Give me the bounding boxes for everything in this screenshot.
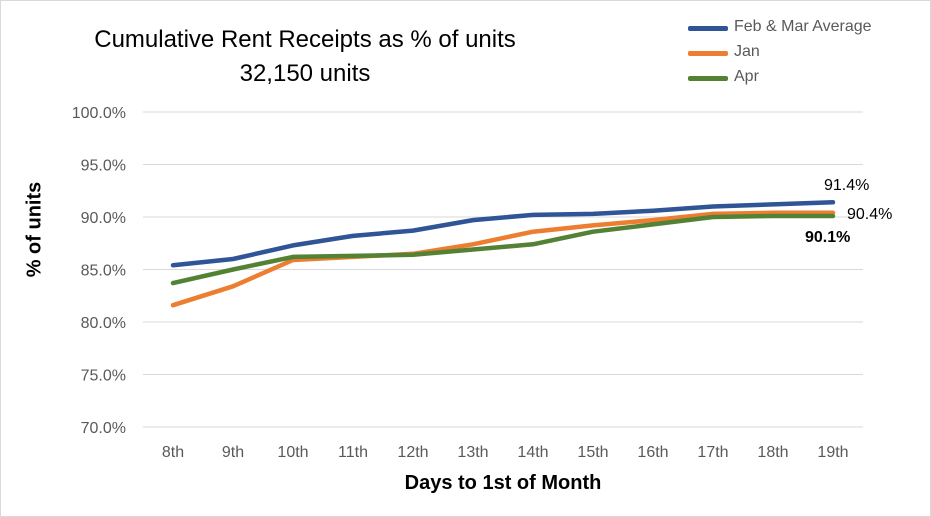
legend-swatch-jan <box>688 51 728 56</box>
legend-swatch-apr <box>688 76 728 81</box>
x-tick-label: 16th <box>637 444 668 461</box>
chart-title: Cumulative Rent Receipts as % of units <box>94 26 516 53</box>
x-tick-label: 17th <box>697 444 728 461</box>
x-tick-label: 13th <box>457 444 488 461</box>
data-label-feb-mar-average: 91.4% <box>824 177 869 194</box>
series-line-jan <box>170 210 836 308</box>
series-line-feb-mar-average <box>170 200 836 268</box>
chart-subtitle: 32,150 units <box>239 60 371 87</box>
x-tick-label: 15th <box>577 444 608 461</box>
x-tick-label: 9th <box>222 444 244 461</box>
x-tick-label: 8th <box>162 444 184 461</box>
legend-label-apr: Apr <box>734 68 759 85</box>
x-tick-label: 19th <box>817 444 848 461</box>
data-label-jan: 90.4% <box>847 206 892 223</box>
data-label-apr: 90.1% <box>805 229 850 246</box>
x-tick-label: 14th <box>517 444 548 461</box>
legend-swatch-feb-mar-average <box>688 26 728 31</box>
series-line-apr <box>170 213 836 286</box>
legend-label-jan: Jan <box>734 43 760 60</box>
y-axis-label: % of units <box>23 181 46 278</box>
x-tick-label: 12th <box>397 444 428 461</box>
y-tick-label: 100.0% <box>72 105 126 122</box>
y-tick-label: 75.0% <box>81 368 126 385</box>
x-tick-label: 10th <box>277 444 308 461</box>
y-tick-label: 85.0% <box>81 263 126 280</box>
y-tick-label: 95.0% <box>81 158 126 175</box>
y-tick-label: 80.0% <box>81 315 126 332</box>
x-axis-label: Days to 1st of Month <box>404 472 602 494</box>
x-tick-label: 11th <box>338 444 368 461</box>
x-tick-label: 18th <box>757 444 788 461</box>
y-tick-label: 90.0% <box>81 210 126 227</box>
y-tick-label: 70.0% <box>81 420 126 437</box>
legend-label-feb-mar-average: Feb & Mar Average <box>734 18 872 35</box>
